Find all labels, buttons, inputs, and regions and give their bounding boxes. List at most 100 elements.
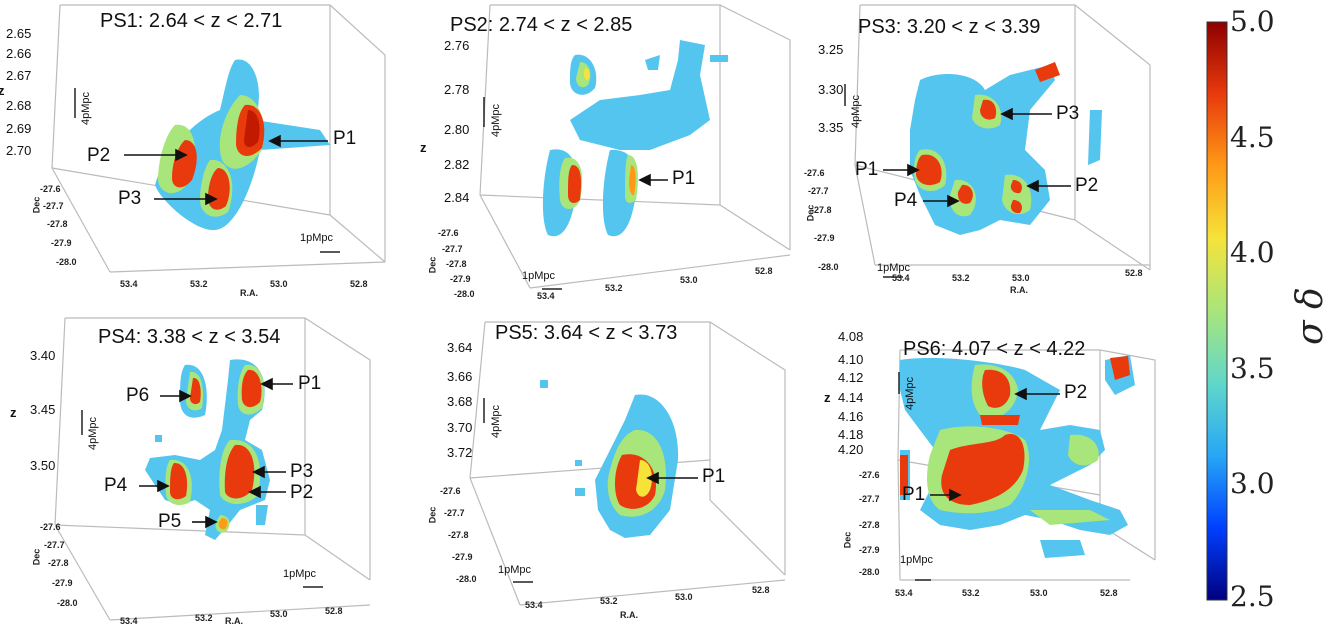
ps1-dec-tick: -27.8 bbox=[47, 219, 68, 229]
ps3-ra-tick: 53.0 bbox=[1012, 273, 1030, 283]
colorbar-tick: 4.0 bbox=[1230, 236, 1275, 269]
ps1-dec-tick: -28.0 bbox=[56, 257, 77, 267]
ps3-dec-tick: -28.0 bbox=[818, 262, 839, 272]
ps3-dec-axis-label: Dec bbox=[805, 204, 816, 222]
ps5-dec-tick: -27.8 bbox=[448, 530, 469, 540]
ps2-label-p1: P1 bbox=[672, 168, 696, 189]
ps4-z-tick: 3.45 bbox=[30, 402, 56, 417]
ps2-dec-tick: -27.8 bbox=[446, 259, 467, 269]
ps2-vscale-label: 4pMpc bbox=[490, 103, 502, 137]
ps3-dec-tick: -27.8 bbox=[811, 205, 832, 215]
ps5-ra-tick: 53.2 bbox=[600, 596, 618, 606]
colorbar-label: σ δ bbox=[1290, 287, 1331, 345]
panel-ps2: PS2: 2.74 < z < 2.85 2.76 2.78 2.80 2.82… bbox=[410, 0, 810, 301]
ps1-hscale-bar bbox=[320, 251, 340, 253]
ps3-vscale-label: 4pMpc bbox=[850, 94, 862, 128]
ps1-z-tick: 2.67 bbox=[6, 68, 32, 83]
ps1-dec-tick: -27.9 bbox=[51, 238, 72, 248]
ps5-label-p1: P1 bbox=[702, 466, 726, 487]
ps3-hscale-label: 1pMpc bbox=[877, 262, 911, 274]
ps5-dec-tick: -27.9 bbox=[452, 552, 473, 562]
ps3-ra-axis-label: R.A. bbox=[1010, 285, 1028, 295]
ps4-vscale-bar bbox=[81, 410, 83, 435]
ps5-dec-axis-label: Dec bbox=[427, 506, 438, 524]
ps1-label-p2: P2 bbox=[87, 145, 111, 166]
ps2-dec-tick: -27.7 bbox=[442, 244, 463, 254]
ps2-z-axis-label: z bbox=[420, 140, 427, 155]
ps3-title: PS3: 3.20 < z < 3.39 bbox=[858, 16, 1041, 38]
ps4-dec-tick: -27.6 bbox=[40, 522, 61, 532]
ps6-vscale-bar bbox=[898, 372, 900, 394]
ps4-dec-tick: -28.0 bbox=[57, 598, 78, 608]
ps5-z-tick: 3.72 bbox=[447, 445, 473, 460]
ps4-z-tick: 3.50 bbox=[30, 458, 56, 473]
ps6-vscale-label: 4pMpc bbox=[904, 376, 916, 410]
ps5-ra-tick: 52.8 bbox=[752, 585, 770, 595]
panel-ps5: PS5: 3.64 < z < 3.73 3.64 3.66 3.68 3.70… bbox=[410, 310, 810, 629]
ps6-z-tick: 4.20 bbox=[838, 442, 864, 457]
ps5-hscale-label: 1pMpc bbox=[498, 564, 532, 576]
ps3-dec-tick: -27.9 bbox=[814, 233, 835, 243]
ps6-z-tick: 4.14 bbox=[838, 390, 864, 405]
ps5-z-tick: 3.66 bbox=[447, 369, 473, 384]
ps2-dec-axis-label: Dec bbox=[427, 256, 438, 274]
ps4-z-axis-label: z bbox=[10, 405, 17, 420]
panel-ps3: PS3: 3.20 < z < 3.39 3.25 3.30 3.35 4pMp… bbox=[804, 0, 1155, 300]
ps6-z-tick: 4.10 bbox=[838, 352, 864, 367]
panel-ps1: PS1: 2.64 < z < 2.71 2.65 2.66 2.67 2.68… bbox=[0, 0, 410, 300]
ps4-ra-tick: 53.4 bbox=[120, 616, 138, 626]
ps1-vscale-bar bbox=[74, 88, 76, 118]
ps1-z-tick: 2.66 bbox=[6, 46, 32, 61]
ps3-hscale-bar bbox=[883, 276, 903, 278]
ps1-z-tick: 2.70 bbox=[6, 143, 32, 158]
ps1-dec-tick: -27.6 bbox=[40, 184, 61, 194]
ps1-z-tick: 2.65 bbox=[6, 26, 32, 41]
ps1-ra-tick: 52.8 bbox=[350, 279, 368, 289]
ps6-z-tick: 4.18 bbox=[838, 427, 864, 442]
ps2-vscale-bar bbox=[483, 97, 485, 127]
ps1-label-p1: P1 bbox=[333, 128, 357, 149]
ps3-label-p2: P2 bbox=[1075, 175, 1099, 196]
ps4-ra-tick: 53.0 bbox=[270, 609, 288, 619]
colorbar-tick: 3.5 bbox=[1230, 352, 1275, 385]
ps5-z-tick: 3.70 bbox=[447, 420, 473, 435]
ps2-ra-tick: 53.0 bbox=[680, 275, 698, 285]
ps3-dec-tick: -27.6 bbox=[804, 168, 825, 178]
ps4-label-p1: P1 bbox=[298, 373, 322, 394]
ps6-ra-tick: 53.4 bbox=[895, 588, 913, 598]
ps1-label-p3: P3 bbox=[118, 188, 142, 209]
ps2-hscale-bar bbox=[542, 288, 562, 290]
ps5-title: PS5: 3.64 < z < 3.73 bbox=[495, 322, 678, 344]
ps5-z-tick: 3.68 bbox=[447, 394, 473, 409]
ps4-label-p3: P3 bbox=[290, 461, 314, 482]
ps4-dec-tick: -27.8 bbox=[48, 558, 69, 568]
ps4-hscale-label: 1pMpc bbox=[283, 568, 317, 580]
ps3-dec-tick: -27.7 bbox=[808, 186, 829, 196]
ps3-label-p4: P4 bbox=[894, 190, 918, 211]
ps3-z-tick: 3.25 bbox=[818, 42, 844, 57]
colorbar-tick: 3.0 bbox=[1230, 467, 1275, 500]
ps1-ra-tick: 53.2 bbox=[190, 279, 208, 289]
ps5-ra-tick: 53.0 bbox=[675, 592, 693, 602]
ps1-ra-tick: 53.4 bbox=[120, 279, 138, 289]
colorbar-tick: 5.0 bbox=[1230, 5, 1275, 38]
ps5-vscale-bar bbox=[483, 398, 485, 423]
ps6-title: PS6: 4.07 < z < 4.22 bbox=[903, 338, 1086, 360]
colorbar-tick: 2.5 bbox=[1230, 580, 1275, 613]
ps3-label-p3: P3 bbox=[1056, 103, 1080, 124]
ps4-vscale-label: 4pMpc bbox=[87, 416, 99, 450]
ps6-dec-tick: -27.8 bbox=[859, 520, 880, 530]
ps3-vscale-bar bbox=[844, 84, 846, 106]
ps4-ra-tick: 53.2 bbox=[195, 613, 213, 623]
ps6-ra-tick: 53.0 bbox=[1030, 588, 1048, 598]
ps5-ra-axis-label: R.A. bbox=[620, 610, 638, 620]
ps6-label-p1: P1 bbox=[902, 484, 926, 505]
ps5-plot bbox=[469, 321, 786, 606]
ps3-plot bbox=[854, 4, 1151, 271]
ps2-z-tick: 2.80 bbox=[444, 122, 470, 137]
ps6-dec-tick: -27.9 bbox=[859, 545, 880, 555]
ps1-dec-axis-label: Dec bbox=[31, 196, 42, 214]
ps3-z-tick: 3.30 bbox=[818, 82, 844, 97]
ps1-hscale-label: 1pMpc bbox=[300, 232, 334, 244]
ps4-label-p5: P5 bbox=[158, 511, 182, 532]
